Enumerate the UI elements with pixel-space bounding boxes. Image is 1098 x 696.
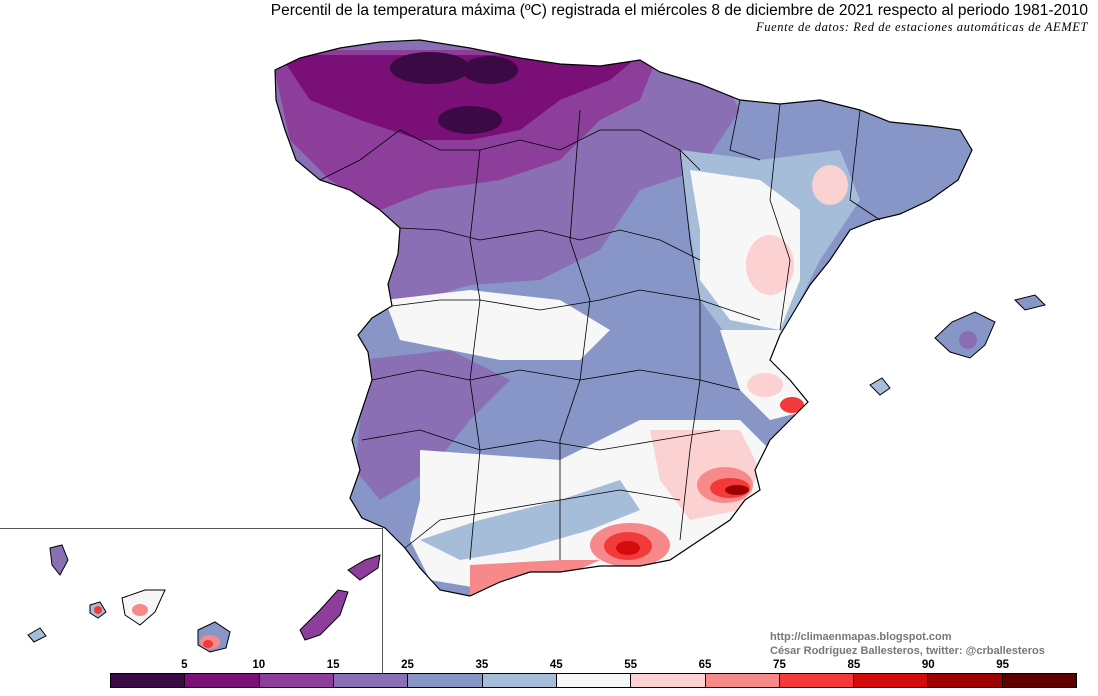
legend-tick-label: 25 [401,659,414,671]
legend-swatch [333,674,409,687]
blog-credit: http://climaenmapas.blogspot.com [770,631,952,643]
zone-pink-valencia [747,373,783,397]
legend-swatch [111,674,186,687]
legend-tick-label: 65 [698,659,712,671]
legend-tick-label: 90 [921,659,935,671]
zone-deep-purple-2 [462,56,518,84]
zone-deep-purple-1 [390,52,470,84]
zone-red-valencia [780,397,804,413]
legend-ticks: 5 10 15 25 35 45 55 65 75 85 90 95 [110,659,1077,673]
legend-swatch [705,674,780,687]
legend-tick-label: 10 [252,659,266,671]
legend-swatch [1002,674,1077,687]
legend-tick-label: 5 [181,659,188,671]
legend-swatch [928,674,1003,687]
color-legend [110,673,1077,688]
canary-islands [27,544,381,653]
zone-purple-north [280,55,640,140]
legend-tick-label: 85 [847,659,861,671]
legend-swatch [779,674,855,687]
legend-swatch [631,674,706,687]
data-source: Fuente de datos: Red de estaciones autom… [755,20,1088,34]
legend-swatch [408,674,483,687]
zone-deep-purple-3 [438,106,502,134]
author-credit: César Rodríguez Ballesteros, twitter: @c… [770,645,1045,657]
map-title: Percentil de la temperatura máxima (ºC) … [270,2,1088,19]
legend-swatch [556,674,632,687]
zone-pink-east-2 [812,165,848,205]
legend-swatch [185,674,260,687]
legend-swatch [854,674,929,687]
legend-swatch [259,674,334,687]
zone-pink-east-1 [746,235,794,295]
legend-tick-label: 95 [996,659,1010,671]
legend-tick-label: 15 [326,659,340,671]
legend-tick-label: 75 [773,659,786,671]
zone-salmon-coast [470,560,600,596]
legend-tick-label: 55 [624,659,638,671]
canary-inset-frame [0,528,383,678]
peninsula-map [274,39,973,597]
legend-tick-label: 45 [549,659,563,671]
zone-darkred-south [616,541,640,555]
balearic-islands [869,294,1046,396]
province-borders [319,99,881,561]
legend-swatch [482,674,557,687]
legend-tick-label: 35 [475,659,489,671]
zone-darkred-southeast [725,485,749,495]
zone-lightblue-south [420,480,640,560]
